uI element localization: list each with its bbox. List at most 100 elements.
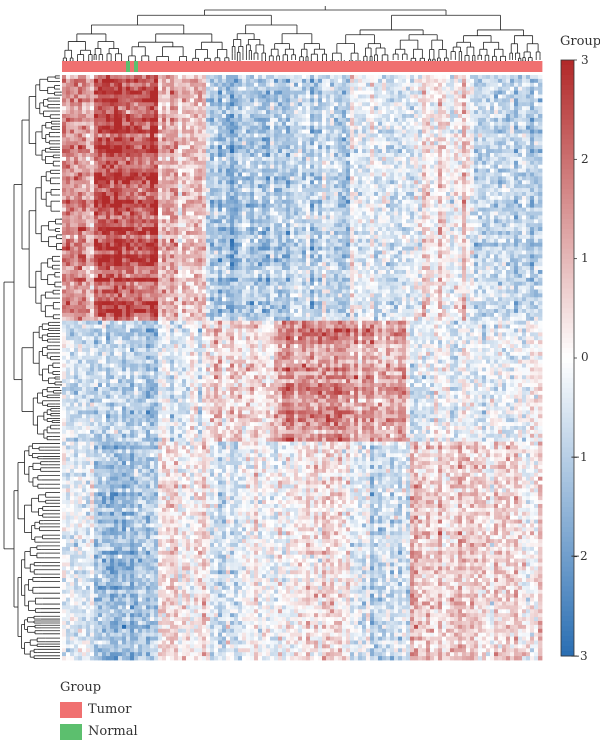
heatmap-cell — [62, 172, 67, 177]
heatmap-cell — [538, 184, 543, 189]
heatmap-cell — [74, 133, 79, 138]
heatmap-cell — [382, 129, 387, 134]
heatmap-cell — [442, 137, 447, 142]
heatmap-cell — [286, 149, 291, 154]
heatmap-cell — [310, 75, 315, 80]
heatmap-cell — [278, 90, 283, 95]
heatmap-cell — [530, 117, 535, 123]
heatmap-cell — [366, 149, 371, 154]
heatmap-cell — [190, 188, 195, 193]
heatmap-cell — [366, 94, 371, 99]
heatmap-cell — [494, 184, 499, 189]
heatmap-cell — [90, 121, 95, 127]
heatmap-cell — [322, 102, 327, 107]
heatmap-cell — [438, 78, 443, 84]
heatmap-cell — [406, 137, 411, 142]
heatmap-cell — [154, 149, 159, 154]
heatmap-cell — [366, 168, 371, 173]
heatmap-cell — [62, 188, 67, 193]
heatmap-cell — [242, 156, 247, 162]
heatmap-cell — [422, 141, 427, 146]
heatmap-cell — [102, 121, 107, 127]
heatmap-cell — [510, 110, 515, 115]
heatmap-cell — [230, 117, 235, 123]
heatmap-cell — [102, 184, 107, 189]
heatmap-cell — [246, 164, 251, 169]
heatmap-cell — [154, 102, 159, 107]
annotation-cell — [330, 61, 335, 72]
heatmap-cell — [74, 168, 79, 173]
heatmap-cell — [274, 82, 279, 88]
heatmap-cell — [386, 168, 391, 173]
heatmap-cell — [286, 145, 291, 150]
heatmap-cell — [242, 133, 247, 138]
heatmap-cell — [454, 184, 459, 189]
heatmap-cell — [158, 78, 163, 84]
heatmap-cell — [270, 78, 275, 84]
heatmap-cell — [410, 129, 415, 134]
heatmap-cell — [198, 94, 203, 99]
heatmap-cell — [326, 141, 331, 146]
heatmap-cell — [334, 86, 339, 91]
heatmap-cell — [334, 102, 339, 107]
heatmap-cell — [270, 82, 275, 88]
annotation-cell — [510, 61, 515, 72]
heatmap-cell — [302, 82, 307, 88]
heatmap-cell — [466, 168, 471, 173]
heatmap-cell — [538, 82, 543, 88]
heatmap-cell — [298, 164, 303, 169]
heatmap-cell — [66, 117, 71, 123]
heatmap-cell — [398, 149, 403, 154]
heatmap-cell — [198, 78, 203, 84]
heatmap-cell — [526, 133, 531, 138]
heatmap-cell — [502, 75, 507, 80]
heatmap-cell — [286, 117, 291, 123]
heatmap-cell — [78, 117, 83, 123]
heatmap-cell — [418, 172, 423, 177]
heatmap-cell — [362, 176, 367, 181]
heatmap-cell — [158, 90, 163, 95]
heatmap-cell — [422, 121, 427, 127]
heatmap-cell — [522, 164, 527, 169]
annotation-cell — [378, 61, 383, 72]
heatmap-cell — [110, 133, 115, 138]
heatmap-cell — [498, 153, 503, 158]
heatmap-cell — [218, 90, 223, 95]
heatmap-cell — [218, 121, 223, 127]
heatmap-cell — [338, 192, 343, 197]
heatmap-cell — [134, 188, 139, 193]
heatmap-cell — [286, 82, 291, 88]
heatmap-cell — [334, 149, 339, 154]
heatmap-cell — [334, 145, 339, 150]
heatmap-cell — [222, 90, 227, 95]
heatmap-cell — [430, 106, 435, 111]
heatmap-cell — [202, 153, 207, 158]
heatmap-cell — [158, 164, 163, 169]
heatmap-cell — [290, 160, 295, 166]
heatmap-cell — [66, 75, 71, 80]
heatmap-cell — [78, 75, 83, 80]
heatmap-cell — [90, 94, 95, 99]
heatmap-cell — [170, 114, 175, 119]
heatmap-cell — [74, 106, 79, 111]
heatmap-cell — [254, 192, 259, 197]
heatmap-cell — [394, 156, 399, 162]
heatmap-cell — [370, 188, 375, 193]
heatmap-cell — [378, 98, 383, 103]
heatmap-cell — [458, 141, 463, 146]
heatmap-cell — [138, 125, 143, 130]
heatmap-cell — [182, 110, 187, 115]
heatmap-cell — [178, 180, 183, 185]
heatmap-cell — [94, 75, 99, 80]
heatmap-cell — [290, 125, 295, 130]
heatmap-cell — [254, 114, 259, 119]
heatmap-cell — [66, 90, 71, 95]
heatmap-cell — [142, 90, 147, 95]
heatmap-cell — [362, 117, 367, 123]
heatmap-cell — [534, 94, 539, 99]
heatmap-cell — [362, 164, 367, 169]
annotation-cell — [310, 61, 315, 72]
heatmap-cell — [306, 156, 311, 162]
heatmap-cell — [406, 160, 411, 166]
heatmap-cell — [374, 176, 379, 181]
